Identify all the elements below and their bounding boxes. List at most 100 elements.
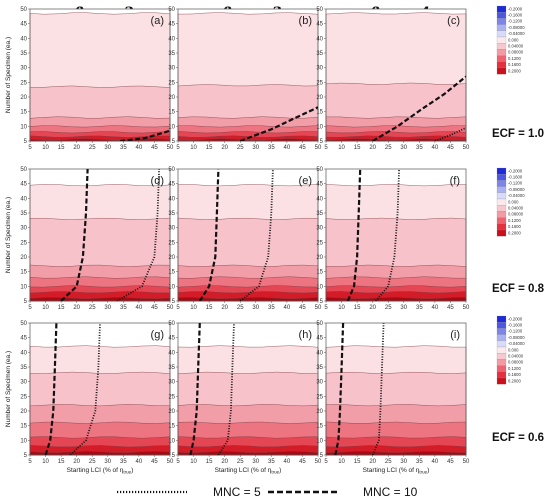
colorbar-label: 0.08000 (508, 360, 524, 365)
x-tick-label: 25 (237, 305, 244, 311)
x-axis-title: Starting LCI (% of ηtrue) (215, 467, 282, 475)
y-tick-label: 40 (168, 350, 175, 356)
colorbar-label: 0.2000 (508, 68, 521, 73)
x-tick-label: 50 (315, 145, 322, 151)
y-tick-label: 35 (316, 211, 323, 217)
x-tick-label: 20 (73, 459, 80, 465)
y-tick-label: 20 (20, 255, 27, 261)
colorbars: -0.2000-0.1600-0.1200-0.08000-0.040000.0… (496, 5, 525, 385)
y-tick-label: 15 (168, 110, 175, 116)
y-tick-label: 10 (316, 124, 323, 130)
x-tick-label: 20 (221, 145, 228, 151)
y-tick-label: 40 (20, 196, 27, 202)
colorbar-label: -0.04000 (508, 31, 525, 36)
y-tick-label: 50 (168, 167, 175, 173)
y-tick-label: 5 (320, 453, 324, 459)
mnc10-curve (120, 129, 170, 141)
y-tick-label: 30 (316, 380, 323, 386)
y-tick-label: 15 (168, 270, 175, 276)
legend-label: MNC = 10 (363, 485, 418, 499)
y-tick-label: 25 (168, 80, 175, 86)
x-tick-label: 10 (42, 305, 49, 311)
mnc10-curve (189, 323, 201, 455)
y-tick-label: 50 (168, 321, 175, 327)
x-tick-label: 25 (89, 459, 96, 465)
y-tick-label: 15 (316, 110, 323, 116)
x-axis-title: Starting LCI (% of ηtrue) (363, 467, 430, 475)
x-tick-label: 45 (447, 305, 454, 311)
y-tick-label: 10 (20, 124, 27, 130)
x-tick-label: 15 (206, 145, 213, 151)
y-tick-label: 35 (316, 51, 323, 57)
colorbar-swatch (496, 49, 507, 56)
x-tick-label: 10 (42, 145, 49, 151)
mnc5-curve (239, 169, 274, 301)
x-tick-label: 25 (385, 145, 392, 151)
y-tick-label: 50 (20, 7, 27, 13)
y-tick-label: 50 (168, 7, 175, 13)
x-tick-label: 35 (268, 145, 275, 151)
panel-frame (325, 8, 467, 142)
x-tick-label: 45 (151, 145, 158, 151)
panel: (f)5 10 15 20 25 30 35 40 45 50510152025303540455… (316, 167, 470, 311)
x-tick-label: 35 (416, 145, 423, 151)
y-axis-title: Number of Specimen (ea.) (5, 351, 12, 427)
y-tick-label: 35 (20, 51, 27, 57)
colorbar-label: 0.04000 (508, 44, 524, 49)
y-tick-label: 35 (168, 211, 175, 217)
x-tick-label: 25 (89, 145, 96, 151)
x-tick-label: 10 (42, 459, 49, 465)
panel: (h)5 10 15 20 25 30 35 40 45 50510152025303540455… (168, 321, 322, 475)
y-tick-label: 5 (24, 139, 28, 145)
x-tick-label: 15 (206, 459, 213, 465)
y-tick-label: 30 (20, 66, 27, 72)
x-tick-label: 40 (136, 305, 143, 311)
x-tick-label: 40 (284, 459, 291, 465)
colorbar-swatch (496, 334, 507, 341)
colorbar-label: -0.04000 (508, 341, 525, 346)
y-tick-label: 10 (20, 284, 27, 290)
panel-frame (177, 168, 319, 302)
panel-label: (b) (299, 15, 312, 27)
x-tick-label: 35 (416, 459, 423, 465)
colorbar-label: -0.2000 (508, 6, 523, 11)
x-tick-label: 45 (151, 459, 158, 465)
y-tick-label: 35 (168, 365, 175, 371)
y-tick-label: 45 (20, 22, 27, 28)
y-tick-label: 35 (168, 51, 175, 57)
x-tick-label: 10 (190, 459, 197, 465)
y-tick-label: 25 (20, 394, 27, 400)
colorbar-swatch (496, 315, 507, 323)
panel-label: (d) (151, 175, 164, 187)
y-tick-label: 45 (168, 182, 175, 188)
x-tick-label: 25 (89, 305, 96, 311)
x-tick-label: 15 (354, 459, 361, 465)
legend-label: MNC = 5 (213, 485, 261, 499)
panel: (a)5 10 15 20 25 30 35 40 45 50510152025303540455… (5, 7, 174, 151)
y-tick-label: 35 (20, 211, 27, 217)
panel-label: (e) (299, 175, 312, 187)
colorbar-label: 0.000 (508, 37, 519, 42)
x-tick-label: 45 (299, 459, 306, 465)
mnc10-curve (334, 323, 345, 455)
mnc5-curve (434, 126, 466, 141)
x-tick-label: 35 (268, 459, 275, 465)
x-tick-label: 5 (28, 305, 32, 311)
y-tick-label: 20 (20, 95, 27, 101)
y-tick-label: 40 (168, 36, 175, 42)
x-tick-label: 40 (284, 305, 291, 311)
colorbar-swatch (496, 167, 507, 175)
legend-item: MNC = 10 (268, 485, 418, 499)
colorbar-label: -0.1600 (508, 13, 523, 18)
x-tick-label: 40 (432, 145, 439, 151)
mnc10-curve (239, 106, 318, 141)
colorbar-swatch (496, 67, 507, 75)
x-tick-label: 35 (120, 145, 127, 151)
mnc10-curve (44, 323, 58, 455)
x-tick-label: 5 (176, 145, 180, 151)
x-tick-label: 50 (463, 305, 470, 311)
x-tick-label: 20 (73, 145, 80, 151)
x-tick-label: 10 (190, 305, 197, 311)
y-tick-label: 50 (316, 321, 323, 327)
